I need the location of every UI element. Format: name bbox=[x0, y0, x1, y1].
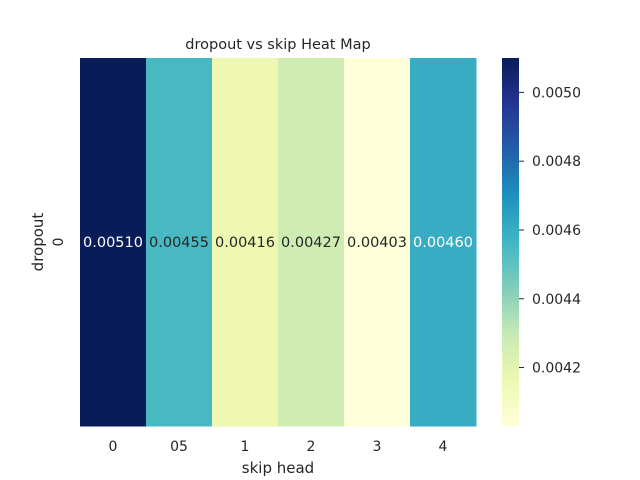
x-tick-label: 05 bbox=[170, 439, 188, 455]
heatmap-cell-0 bbox=[80, 58, 147, 427]
x-tick-label: 2 bbox=[307, 439, 316, 455]
y-tick-label: 0 bbox=[51, 238, 67, 247]
colorbar-ticks: 0.0042 0.0044 0.0046 0.0048 0.0050 bbox=[519, 85, 581, 377]
cell-annotation-1: 0.00416 bbox=[215, 235, 275, 251]
x-tick-labels: 0 05 1 2 3 4 bbox=[109, 439, 448, 455]
cell-annotation-4: 0.00460 bbox=[413, 235, 473, 251]
colorbar bbox=[502, 58, 519, 426]
x-tick-label: 3 bbox=[373, 439, 382, 455]
y-axis-label: dropout bbox=[29, 213, 47, 272]
colorbar-tick-label: 0.0050 bbox=[532, 85, 581, 101]
heatmap-cell-4 bbox=[410, 58, 477, 427]
colorbar-tick-label: 0.0042 bbox=[532, 361, 581, 377]
colorbar-tick-label: 0.0044 bbox=[532, 292, 581, 308]
cell-annotation-3: 0.00403 bbox=[347, 235, 407, 251]
cell-annotation-0: 0.00510 bbox=[83, 235, 143, 251]
heatmap-annotations: 0.00510 0.00455 0.00416 0.00427 0.00403 0.004… bbox=[83, 235, 473, 251]
x-tick-label: 0 bbox=[109, 439, 118, 455]
colorbar-tick-label: 0.0048 bbox=[532, 154, 581, 170]
cell-annotation-2: 0.00427 bbox=[281, 235, 341, 251]
x-tick-label: 1 bbox=[241, 439, 250, 455]
chart-title: dropout vs skip Heat Map bbox=[185, 37, 370, 53]
x-axis-label: skip head bbox=[242, 459, 314, 477]
colorbar-tick-label: 0.0046 bbox=[532, 223, 581, 239]
heatmap-cells bbox=[80, 58, 477, 427]
x-tick-label: 4 bbox=[439, 439, 448, 455]
heatmap-cell-2 bbox=[278, 58, 345, 427]
heatmap-cell-3 bbox=[344, 58, 411, 427]
cell-annotation-05: 0.00455 bbox=[149, 235, 209, 251]
heatmap-cell-1 bbox=[212, 58, 279, 427]
heatmap-cell-05 bbox=[146, 58, 213, 427]
y-tick-labels: 0 bbox=[51, 238, 67, 247]
